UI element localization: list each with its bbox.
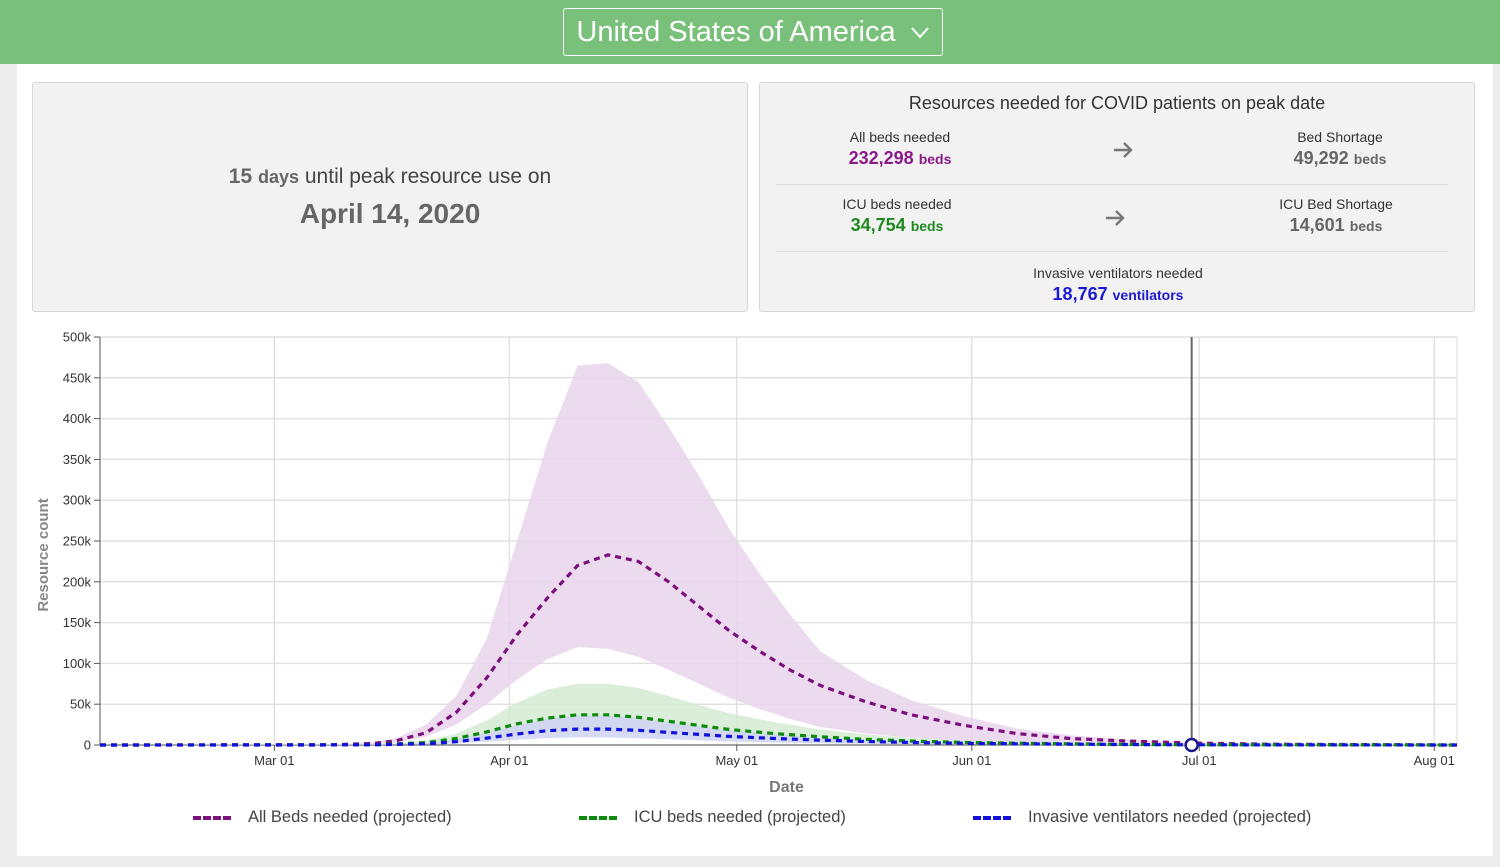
y-tick-label: 150k (63, 615, 92, 630)
ventilators-unit: ventilators (1112, 287, 1184, 303)
y-tick-label: 0 (84, 738, 91, 753)
peak-card: 15 days until peak resource use on April… (32, 82, 748, 312)
peak-days-unit: days (258, 167, 300, 187)
icu-beds-unit: beds (910, 218, 944, 234)
bed-shortage-value: 49,292 (1293, 148, 1349, 168)
y-tick-label: 50k (70, 697, 91, 712)
x-tick-label: May 01 (715, 753, 758, 768)
y-tick-label: 200k (63, 574, 92, 589)
y-tick-label: 400k (63, 411, 92, 426)
legend-swatch (579, 815, 617, 820)
icu-shortage-stat: ICU Bed Shortage 14,601 beds (1236, 196, 1436, 236)
ventilators-stat: Invasive ventilators needed 18,767 venti… (968, 265, 1268, 305)
legend-item-all-beds[interactable]: All Beds needed (projected) (193, 808, 452, 827)
series-line-2 (99, 727, 1458, 747)
ventilators-value: 18,767 (1052, 284, 1108, 304)
icu-beds-stat: ICU beds needed 34,754 beds (797, 196, 997, 236)
y-tick-label: 450k (63, 370, 92, 385)
arrow-right-icon (1106, 210, 1125, 226)
peak-countdown: 15 days until peak resource use on (33, 165, 747, 189)
date-marker-point (1184, 737, 1199, 753)
bed-shortage-unit: beds (1353, 151, 1387, 167)
divider (776, 251, 1448, 252)
icu-beds-label: ICU beds needed (842, 196, 952, 212)
x-axis-title: Date (769, 779, 804, 796)
series-line-1 (99, 713, 1458, 747)
legend-item-ventilators[interactable]: Invasive ventilators needed (projected) (973, 808, 1311, 827)
all-beds-unit: beds (918, 151, 952, 167)
resources-title: Resources needed for COVID patients on p… (908, 93, 1326, 113)
country-select-label: United States of America (576, 15, 896, 48)
series-line-0 (100, 553, 1458, 747)
legend-swatch (193, 815, 231, 820)
y-axis-title: Resource count (35, 498, 52, 611)
ventilators-label: Invasive ventilators needed (1033, 265, 1203, 281)
legend-swatch (973, 815, 1011, 820)
arrow-right-icon (1114, 142, 1133, 158)
x-tick-label: Mar 01 (254, 753, 294, 768)
y-tick-label: 250k (63, 534, 92, 549)
bed-shortage-label: Bed Shortage (1297, 129, 1383, 145)
icu-beds-value: 34,754 (850, 215, 906, 235)
y-tick-label: 500k (63, 330, 92, 345)
legend-label: ICU beds needed (projected) (634, 808, 846, 826)
peak-days: 15 (228, 165, 253, 188)
chevron-down-icon (910, 27, 929, 39)
bed-shortage-stat: Bed Shortage 49,292 beds (1240, 129, 1440, 169)
top-bar: United States of America (0, 0, 1500, 64)
peak-date: April 14, 2020 (299, 198, 481, 229)
y-tick-label: 100k (63, 656, 92, 671)
x-tick-label: Jul 01 (1182, 753, 1217, 768)
legend-label: Invasive ventilators needed (projected) (1028, 808, 1312, 826)
icu-shortage-unit: beds (1349, 218, 1383, 234)
y-tick-label: 300k (63, 493, 92, 508)
peak-text: until peak resource use on (304, 165, 552, 188)
country-select[interactable]: United States of America (563, 8, 943, 56)
divider (776, 184, 1448, 185)
x-tick-label: Jun 01 (952, 753, 991, 768)
legend-item-icu-beds[interactable]: ICU beds needed (projected) (579, 808, 846, 827)
uncertainty-band-0 (100, 363, 1457, 745)
all-beds-label: All beds needed (849, 129, 951, 145)
icu-shortage-value: 14,601 (1289, 215, 1345, 235)
all-beds-stat: All beds needed 232,298 beds (800, 129, 1000, 169)
x-tick-label: Apr 01 (490, 753, 528, 768)
legend-label: All Beds needed (projected) (248, 808, 452, 826)
all-beds-value: 232,298 (848, 148, 914, 168)
x-tick-label: Aug 01 (1414, 753, 1455, 768)
icu-shortage-label: ICU Bed Shortage (1279, 196, 1393, 212)
resources-card: Resources needed for COVID patients on p… (759, 82, 1475, 312)
y-tick-label: 350k (63, 452, 92, 467)
uncertainty-band-2 (100, 715, 1457, 745)
